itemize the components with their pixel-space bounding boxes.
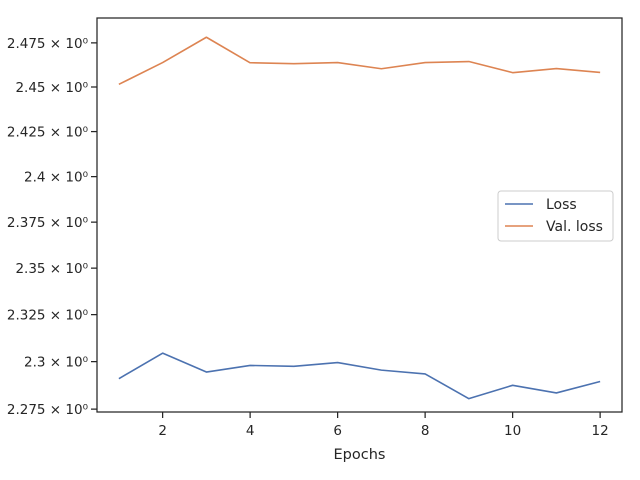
legend-label: Loss <box>546 197 577 213</box>
y-tick-label: 2.45 × 10⁰ <box>15 80 88 96</box>
x-tick-label: 12 <box>592 423 609 439</box>
y-tick-label: 2.375 × 10⁰ <box>7 215 88 231</box>
x-tick-label: 8 <box>421 423 430 439</box>
x-axis-ticks: 2 4 6 8 10 12 <box>158 412 609 439</box>
series-line-loss <box>118 352 601 400</box>
legend: Loss Val. loss <box>497 190 614 242</box>
y-tick-label: 2.35 × 10⁰ <box>15 261 88 277</box>
y-tick-label: 2.425 × 10⁰ <box>7 125 88 141</box>
x-axis-title: Epochs <box>334 447 386 463</box>
x-tick-label: 4 <box>246 423 255 439</box>
y-tick-label: 2.4 × 10⁰ <box>24 170 88 186</box>
x-tick-label: 2 <box>158 423 167 439</box>
x-tick-label: 10 <box>504 423 521 439</box>
plot-frame <box>96 17 623 413</box>
legend-label: Val. loss <box>546 219 603 235</box>
y-tick-label: 2.3 × 10⁰ <box>24 355 88 371</box>
y-tick-label: 2.475 × 10⁰ <box>7 36 88 52</box>
y-tick-label: 2.325 × 10⁰ <box>7 308 88 324</box>
series-lines <box>118 36 601 400</box>
y-axis-ticks: 2.275 × 10⁰ 2.3 × 10⁰ 2.325 × 10⁰ 2.35 × 10… <box>7 36 97 418</box>
y-tick-label: 2.275 × 10⁰ <box>7 402 88 418</box>
x-tick-label: 6 <box>333 423 342 439</box>
series-line-val-loss <box>118 36 601 86</box>
